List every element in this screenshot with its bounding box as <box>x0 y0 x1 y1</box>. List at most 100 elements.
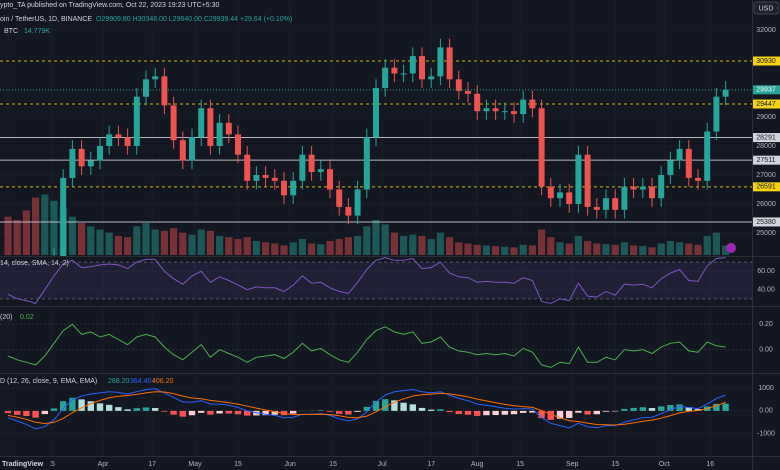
macd-header-value: 364.40 <box>130 378 152 385</box>
candle-body <box>225 122 232 135</box>
macd-histogram-bar <box>179 410 186 417</box>
candle-body <box>722 89 729 97</box>
macd-histogram-bar <box>538 410 545 419</box>
level-tag-label: 25380 <box>756 219 776 226</box>
candle-body <box>179 140 186 161</box>
macd-histogram-bar <box>483 410 490 416</box>
macd-histogram-bar <box>354 410 361 412</box>
volume-bar <box>151 229 159 255</box>
macd-histogram-bar <box>529 410 536 413</box>
level-tag <box>753 133 780 143</box>
volume-bar <box>298 239 306 255</box>
volume-bar <box>538 229 546 255</box>
macd-header-value: 268.20 <box>108 378 130 385</box>
x-tick-label: 15 <box>611 461 619 468</box>
volume-value: 14.779K <box>24 28 50 35</box>
candle-body <box>409 56 416 74</box>
volume-bar <box>114 235 122 255</box>
x-tick-label: Sep <box>566 461 579 468</box>
volume-bar <box>225 237 233 255</box>
volume-bar <box>41 194 49 255</box>
candle-body <box>373 87 379 138</box>
x-tick-label: 17 <box>148 461 156 468</box>
x-tick-label: 15 <box>516 461 524 468</box>
candle-body <box>400 73 407 75</box>
candle-body <box>299 154 306 181</box>
macd-histogram-bar <box>428 409 435 411</box>
alert-icon[interactable] <box>726 243 736 253</box>
volume-bar <box>427 239 435 255</box>
volume-bar <box>593 243 601 255</box>
volume-bar <box>216 235 224 255</box>
x-tick-label: 15 <box>329 461 337 468</box>
macd-histogram-bar <box>96 403 104 411</box>
macd-histogram-bar <box>501 410 508 415</box>
level-tag-label: 28291 <box>756 134 776 141</box>
volume-bar <box>335 239 343 255</box>
volume-bar <box>390 232 398 255</box>
level-tag-label: 26591 <box>756 184 776 191</box>
candle-body <box>336 189 343 207</box>
macd-histogram-bar <box>464 410 472 415</box>
candle-body <box>133 96 140 146</box>
volume-bar <box>243 237 251 255</box>
macd-histogram-bar <box>142 407 150 411</box>
macd-histogram-bar <box>60 401 67 411</box>
macd-histogram-bar <box>474 410 481 416</box>
macd-histogram-bar <box>23 410 30 417</box>
volume-bar <box>4 216 12 255</box>
macd-histogram-bar <box>161 410 168 412</box>
macd-histogram-bar <box>234 410 242 415</box>
candle-body <box>143 79 149 97</box>
macd-histogram-bar <box>244 410 251 416</box>
macd-histogram-bar <box>41 410 48 415</box>
candle-body <box>419 56 425 80</box>
candle-body <box>189 137 195 161</box>
candle-body <box>474 93 481 112</box>
volume-bar <box>142 223 150 255</box>
macd-histogram-bar <box>418 407 426 411</box>
macd-histogram-bar <box>32 410 39 418</box>
macd-histogram-bar <box>207 410 214 415</box>
level-tag-label: 30930 <box>756 58 776 65</box>
volume-bar <box>620 242 628 255</box>
level-tag-label: 29447 <box>756 101 776 108</box>
osc-value: 0.02 <box>20 314 34 321</box>
volume-bar <box>363 226 371 255</box>
volume-name: BTC <box>4 28 18 35</box>
macd-histogram-bar <box>4 410 12 414</box>
candle-body <box>695 177 701 181</box>
macd-histogram-bar <box>170 410 177 415</box>
volume-bar <box>565 243 573 255</box>
volume-bar <box>179 232 187 255</box>
macd-histogram-bar <box>510 410 518 415</box>
candle-body <box>115 134 122 138</box>
volume-bar <box>473 244 481 255</box>
level-tag <box>753 182 780 192</box>
macd-histogram-bar <box>50 408 58 411</box>
macd-histogram-bar <box>667 405 674 411</box>
currency-button[interactable] <box>753 1 779 15</box>
volume-bar <box>722 245 730 255</box>
macd-histogram-bar <box>391 400 398 411</box>
volume-bar <box>528 245 536 255</box>
macd-histogram-bar <box>602 410 610 412</box>
candle-body <box>97 145 103 161</box>
candle-body <box>308 154 315 173</box>
candle-body <box>216 122 223 146</box>
currency[interactable]: USD <box>759 5 774 12</box>
candle-body <box>235 134 241 155</box>
volume-bar <box>133 226 141 255</box>
candle-body <box>317 169 324 173</box>
volume-bar <box>124 237 132 255</box>
x-tick-label: Oct <box>659 461 670 468</box>
macd-histogram-bar <box>124 409 131 411</box>
y-tick-label: 1000 <box>758 385 774 392</box>
last-price-tag <box>753 85 780 95</box>
volume-bar <box>436 232 444 255</box>
candle-body <box>69 148 76 178</box>
volume-bar <box>666 240 674 255</box>
